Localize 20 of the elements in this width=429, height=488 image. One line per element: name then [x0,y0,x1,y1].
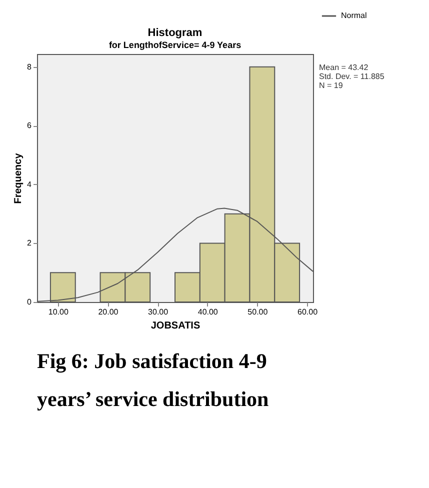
caption: Fig 6: Job satisfaction 4-9 years’ service distribution [37,349,270,411]
text: Std. Dev. = 11.885 [319,72,385,81]
y-tick-label: 4 [27,180,32,189]
x-tick-label: 30.00 [148,308,169,316]
x-tick-label: 50.00 [248,308,268,316]
legend-label: Normal [341,11,368,20]
text: N = 19 [319,81,344,90]
x-tick-label: 60.00 [298,308,318,316]
y-tick-label: 6 [27,121,32,130]
x-tick-label: 20.00 [98,308,119,316]
x-axis-title: JOBSATIS [150,320,200,332]
y-tick-label: 2 [27,238,32,248]
chart-subtitle: for LengthofService= 4-9 Years [108,40,242,50]
y-tick-label: 0 [27,298,32,306]
y-tick-label: 8 [27,62,32,72]
text: Mean = 43.42 [319,63,369,72]
x-tick-label: 40.00 [198,308,218,316]
y-axis-title: Frequency [13,152,24,204]
x-tick-label: 10.00 [48,308,69,316]
chart-title: Histogram [148,27,202,39]
